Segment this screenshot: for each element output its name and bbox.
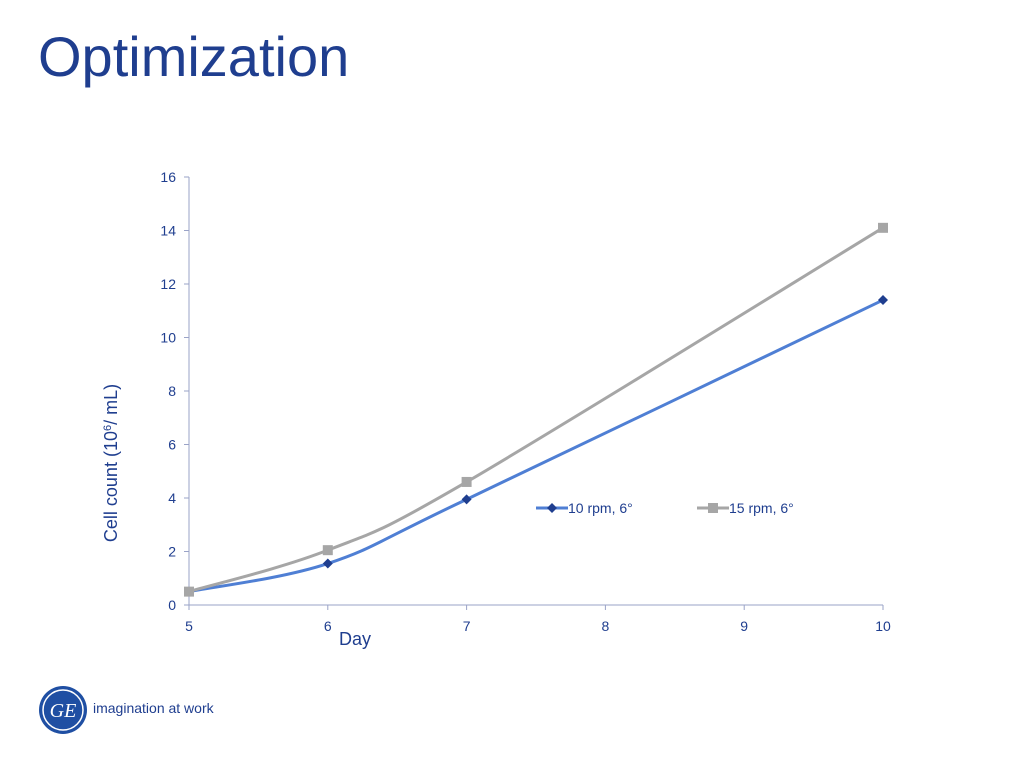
legend-label: 15 rpm, 6° (729, 500, 794, 516)
series-line-1 (188, 298, 884, 594)
x-tick-label: 10 (875, 618, 891, 634)
y-tick-label: 16 (160, 169, 176, 185)
y-tick-label: 2 (168, 544, 176, 560)
y-tick-label: 0 (168, 597, 176, 613)
data-point (322, 558, 333, 569)
y-axis-label: Cell count (106/ mL) (101, 384, 121, 542)
data-point (461, 494, 472, 505)
y-tick-label: 10 (160, 330, 176, 346)
y-tick-label: 4 (168, 490, 176, 506)
series-line-2 (188, 226, 884, 594)
data-point (878, 222, 888, 233)
x-tick-label: 9 (740, 618, 748, 634)
legend-marker (547, 503, 557, 513)
legend-label: 10 rpm, 6° (568, 500, 633, 516)
y-tick-label: 8 (168, 383, 176, 399)
y-tick-label: 6 (168, 437, 176, 453)
y-tick-label: 12 (160, 276, 176, 292)
x-tick-label: 5 (185, 618, 193, 634)
legend-marker (708, 503, 718, 513)
x-tick-label: 7 (463, 618, 471, 634)
slide-title: Optimization (38, 25, 350, 88)
data-point (461, 476, 472, 487)
tagline: imagination at work (93, 700, 214, 716)
ge-logo: GE (38, 685, 88, 735)
data-point (878, 295, 888, 306)
svg-text:GE: GE (50, 700, 77, 722)
x-tick-label: 8 (602, 618, 610, 634)
x-axis-label: Day (339, 629, 371, 649)
data-point (184, 586, 194, 597)
x-tick-label: 6 (324, 618, 332, 634)
data-point (322, 545, 333, 556)
y-tick-label: 14 (160, 223, 176, 239)
